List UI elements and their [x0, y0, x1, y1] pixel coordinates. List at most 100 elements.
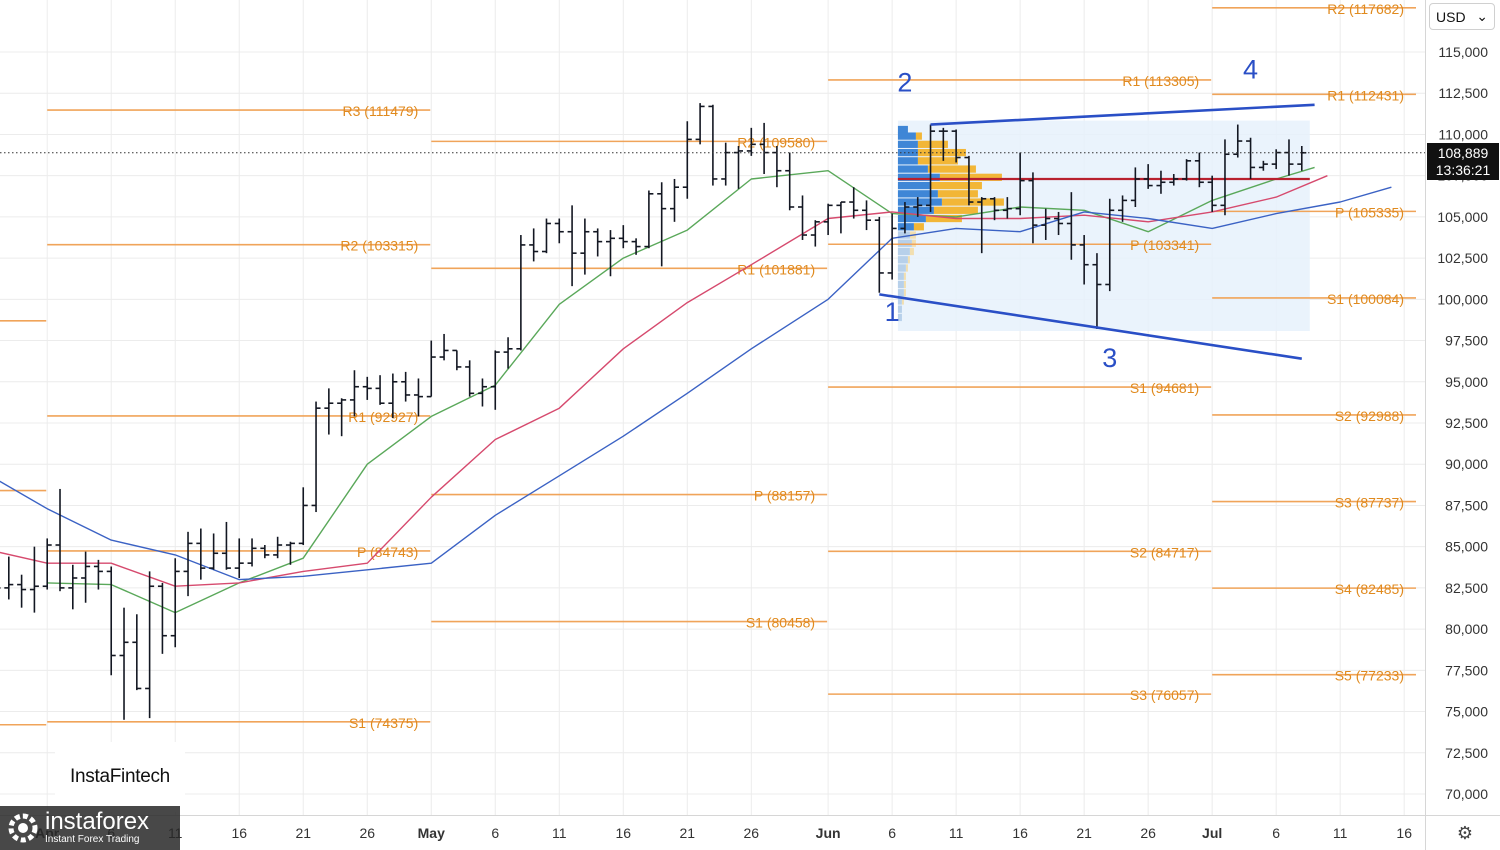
price-bar	[926, 124, 936, 212]
volume-bar-down	[901, 297, 904, 305]
gear-icon[interactable]: ⚙	[1456, 823, 1474, 843]
price-bar	[1054, 211, 1064, 236]
price-bar	[170, 558, 180, 648]
volume-bar-up	[897, 206, 934, 214]
lower-channel-line[interactable]	[879, 293, 1302, 360]
price-bar	[311, 401, 321, 513]
instafintech-logo-text: InstaFintech	[70, 766, 170, 787]
price-bar	[977, 197, 987, 254]
price-bar	[1246, 137, 1256, 179]
price-bar	[183, 531, 193, 597]
currency-value: USD	[1436, 8, 1466, 25]
price-bar	[132, 614, 142, 691]
moving-average-line	[0, 175, 1328, 587]
moving-average-line	[0, 186, 1392, 581]
last-price-value: 108,889	[1437, 145, 1489, 161]
volume-bar-up	[897, 256, 908, 264]
volume-bar-down	[917, 148, 966, 157]
volume-bar-down	[933, 206, 978, 214]
price-tick-label: 77,500	[1445, 662, 1488, 678]
price-tick-label: 97,500	[1445, 333, 1488, 349]
upper-channel-line[interactable]	[930, 103, 1315, 126]
price-bar	[401, 371, 411, 402]
currency-selector[interactable]: USD ⌄	[1429, 3, 1495, 30]
time-tick-label: 6	[1272, 825, 1280, 841]
time-tick-label: 11	[552, 825, 567, 841]
price-bar	[42, 538, 52, 590]
volume-bar-down	[907, 256, 910, 264]
volume-bar-down	[917, 157, 958, 165]
time-tick-label: 21	[1076, 825, 1092, 841]
time-tick-label: 16	[1396, 825, 1412, 841]
price-bar	[810, 220, 820, 247]
price-bar	[1002, 197, 1012, 219]
value-area	[897, 120, 1310, 332]
gear-logo-icon	[8, 813, 38, 843]
pivot-label: P (105335)	[1335, 204, 1404, 220]
price-tick-label: 95,000	[1445, 374, 1488, 390]
price-tick-label: 87,500	[1445, 497, 1488, 513]
volume-bar-up	[897, 313, 902, 322]
price-bar	[695, 103, 705, 145]
pivot-label: S1 (100084)	[1327, 291, 1404, 307]
wave-label: 1	[885, 297, 900, 327]
time-tick-label: 21	[295, 825, 311, 841]
price-bar	[234, 538, 244, 578]
price-bar	[388, 373, 398, 419]
time-tick-label: 16	[231, 825, 247, 841]
pivot-label: S2 (84717)	[1130, 544, 1199, 560]
time-tick-label: 16	[1012, 825, 1028, 841]
price-tick-label: 80,000	[1445, 621, 1488, 637]
time-tick-label: May	[418, 825, 445, 841]
price-bar	[849, 187, 859, 219]
price-bar	[1041, 208, 1051, 240]
volume-bar-down	[913, 223, 924, 231]
price-bar	[413, 378, 423, 417]
price-bar	[516, 235, 526, 351]
volume-bar-down	[939, 173, 1002, 181]
time-tick-label: 16	[615, 825, 631, 841]
volume-bar-up	[897, 190, 938, 198]
watermark-subtitle: Instant Forex Trading	[45, 834, 140, 845]
price-bar	[298, 487, 308, 546]
volume-bar-up	[897, 198, 942, 206]
price-bar	[119, 607, 129, 720]
price-bars	[0, 103, 1307, 720]
price-bar	[1169, 174, 1179, 186]
price-bar	[541, 218, 551, 254]
pivot-label: P (84743)	[357, 544, 418, 560]
volume-bar-down	[911, 239, 916, 247]
trend-lines[interactable]	[879, 103, 1315, 360]
wave-label: 3	[1102, 343, 1117, 373]
volume-bar-up	[897, 173, 940, 181]
price-bar	[362, 376, 372, 400]
price-bar	[1220, 139, 1230, 216]
price-bar	[273, 536, 283, 559]
price-bar	[337, 398, 347, 437]
price-bar	[29, 546, 39, 613]
pivot-label: S4 (82485)	[1335, 581, 1404, 597]
pivot-label: R2 (117682)	[1327, 1, 1404, 17]
price-bar	[964, 155, 974, 206]
price-bar	[669, 178, 679, 222]
pivot-label: R2 (103315)	[340, 238, 418, 254]
time-tick-label: 6	[888, 825, 896, 841]
price-bar	[324, 388, 334, 435]
price-bar	[439, 333, 449, 361]
time-tick-label: 11	[1333, 825, 1348, 841]
volume-bar-up	[897, 231, 910, 239]
volume-bar-down	[903, 280, 906, 289]
price-bar	[1143, 164, 1153, 189]
price-bar	[734, 145, 744, 189]
pivot-label: R1 (92927)	[348, 409, 418, 425]
price-tick-label: 105,000	[1437, 209, 1488, 225]
pivot-label: P (88157)	[754, 488, 815, 504]
volume-bar-down	[937, 190, 978, 198]
price-tick-label: 110,000	[1438, 126, 1488, 142]
price-bar	[196, 528, 206, 580]
volume-bar-down	[903, 289, 906, 297]
price-bar	[81, 551, 91, 603]
time-tick-label: 26	[1140, 825, 1156, 841]
